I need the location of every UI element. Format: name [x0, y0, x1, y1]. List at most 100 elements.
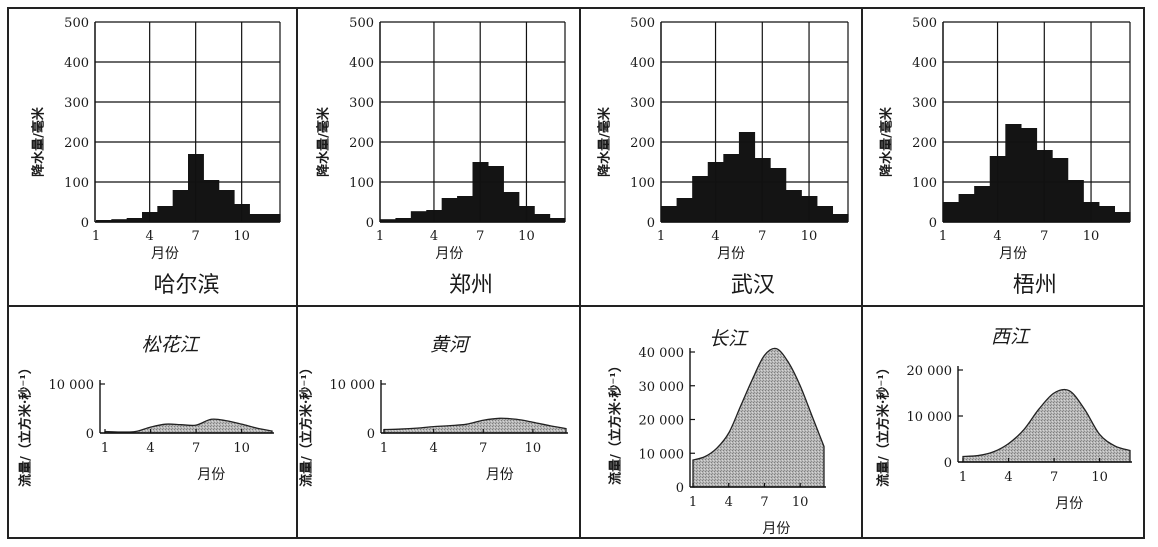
y-tick-label: 0	[647, 216, 655, 231]
precip-bar-month-12	[549, 218, 566, 222]
precip-bar-month-5	[1005, 124, 1022, 222]
x-tick-label: 7	[192, 229, 200, 244]
x-tick-label: 7	[479, 441, 487, 456]
x-axis-label: 月份	[151, 246, 179, 262]
chart-title: 长江	[709, 328, 749, 350]
chart-title: 梧州	[1013, 273, 1057, 298]
outer-border	[7, 7, 1145, 539]
precip-bar-month-11	[534, 214, 551, 222]
discharge-area	[104, 418, 273, 434]
y-tick-label: 100	[912, 176, 937, 191]
precip-bar-month-6	[738, 132, 756, 222]
y-tick-label: 300	[912, 96, 937, 111]
y-tick-label: 0	[366, 216, 374, 231]
y-tick-label: 400	[64, 56, 89, 71]
discharge-area	[962, 388, 1131, 463]
precip-bar-month-9	[218, 190, 235, 222]
x-tick-label: 4	[711, 229, 719, 244]
x-tick-label: 7	[758, 229, 766, 244]
x-tick-label: 1	[657, 229, 665, 244]
chart-title: 郑州	[449, 273, 493, 298]
y-tick-label: 100	[64, 176, 89, 191]
precip-bar-month-3	[126, 218, 143, 222]
discharge-chart-4: 0 10 000 20 000 1 4 7 10 月份 流量/（立方米·秒⁻¹） 西江	[876, 326, 1132, 512]
x-tick-label: 4	[146, 229, 154, 244]
x-tick-label: 4	[993, 229, 1001, 244]
x-tick-label: 4	[430, 229, 438, 244]
precip-bar-month-2	[676, 198, 693, 222]
y-tick-label: 200	[64, 136, 89, 151]
y-tick-label: 200	[630, 136, 655, 151]
y-axis-label: 流量/（立方米·秒⁻¹）	[299, 361, 315, 487]
x-tick-label: 4	[1004, 470, 1012, 485]
y-tick-label: 0	[81, 216, 89, 231]
precip-bar-month-1	[661, 206, 678, 222]
precip-bar-month-8	[487, 166, 504, 222]
precip-bar-month-8	[1052, 158, 1069, 222]
y-tick-label: 400	[349, 56, 374, 71]
x-tick-label: 10	[233, 441, 250, 456]
x-tick-label: 1	[939, 229, 947, 244]
x-tick-label: 7	[760, 495, 768, 510]
y-tick-label: 10 000	[639, 447, 685, 462]
x-tick-label: 1	[376, 229, 384, 244]
y-tick-label: 300	[349, 96, 374, 111]
precip-bar-month-1	[96, 220, 112, 222]
precip-bar-month-6	[172, 190, 189, 222]
x-tick-label: 7	[1050, 470, 1058, 485]
precip-bar-month-12	[264, 214, 281, 222]
x-tick-label: 1	[959, 470, 967, 485]
y-tick-label: 300	[630, 96, 655, 111]
precip-bar-month-3	[974, 186, 991, 222]
x-tick-label: 10	[801, 229, 818, 244]
x-tick-label: 10	[1091, 470, 1108, 485]
y-tick-label: 10 000	[49, 378, 95, 393]
x-tick-label: 10	[518, 229, 535, 244]
x-tick-label: 4	[725, 495, 733, 510]
precip-bar-month-5	[157, 206, 174, 222]
x-axis-label: 月份	[1055, 496, 1083, 512]
y-tick-label: 0	[367, 427, 375, 442]
chart-title: 西江	[991, 326, 1031, 348]
precip-bar-month-1	[943, 202, 960, 222]
y-tick-label: 100	[630, 176, 655, 191]
chart-title: 松花江	[141, 334, 200, 356]
y-axis-label: 降水量/毫米	[879, 106, 895, 177]
precip-bar-month-9	[1067, 180, 1084, 222]
precip-bar-month-1	[380, 219, 397, 222]
x-axis-label: 月份	[486, 467, 514, 483]
x-tick-label: 7	[1040, 229, 1048, 244]
y-tick-label: 500	[349, 16, 374, 31]
x-tick-label: 10	[233, 229, 250, 244]
y-tick-label: 300	[64, 96, 89, 111]
precip-bar-month-8	[770, 168, 787, 222]
precip-bar-month-9	[503, 192, 520, 222]
precip-bar-month-5	[723, 154, 740, 222]
y-tick-label: 200	[912, 136, 937, 151]
y-tick-label: 10 000	[330, 378, 376, 393]
y-tick-label: 20 000	[907, 364, 953, 379]
y-tick-label: 500	[64, 16, 89, 31]
precip-bar-month-5	[441, 198, 458, 222]
y-axis-label: 降水量/毫米	[31, 106, 47, 177]
discharge-area	[383, 417, 567, 434]
y-axis-label: 流量/（立方米·秒⁻¹）	[18, 361, 34, 487]
precip-bar-month-11	[816, 206, 834, 222]
y-tick-label: 0	[86, 427, 94, 442]
x-tick-label: 4	[429, 441, 437, 456]
y-tick-label: 200	[349, 136, 374, 151]
x-axis-label: 月份	[762, 521, 790, 537]
y-tick-label: 40 000	[639, 346, 685, 361]
x-tick-label: 1	[380, 441, 388, 456]
chart-title: 黄河	[430, 334, 472, 356]
discharge-chart-1: 0 10 000 1 4 7 10 月份 流量/（立方米·秒⁻¹） 松花江	[18, 334, 274, 487]
y-tick-label: 400	[912, 56, 937, 71]
x-tick-label: 1	[689, 495, 697, 510]
precip-bar-month-11	[1098, 206, 1116, 222]
y-tick-label: 0	[929, 216, 937, 231]
y-axis-label: 流量/（立方米·秒⁻¹）	[876, 361, 892, 487]
